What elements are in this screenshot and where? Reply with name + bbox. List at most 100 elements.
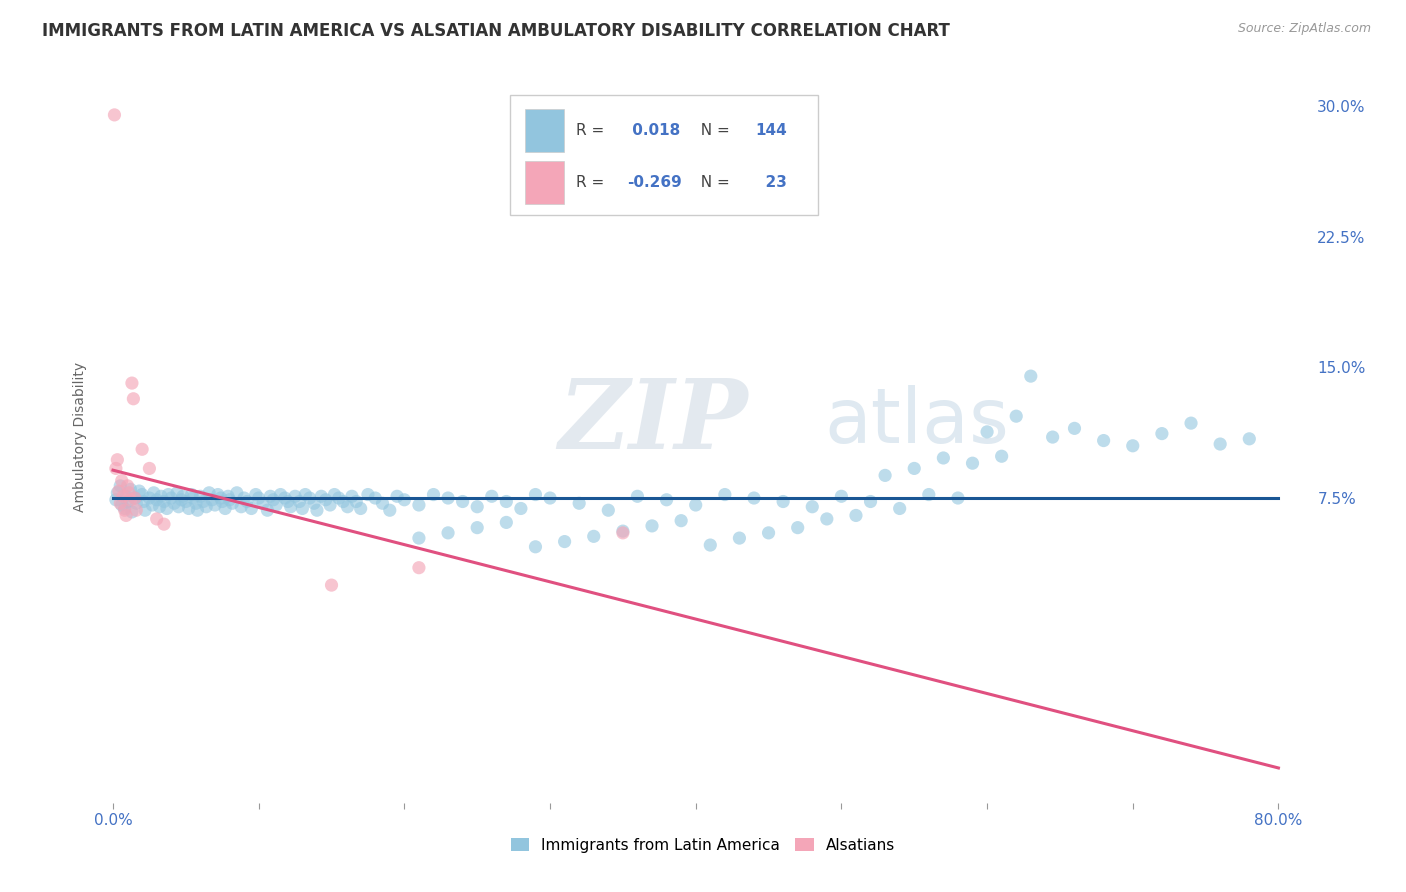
Point xyxy=(124,491,146,505)
Point xyxy=(284,489,307,503)
Point xyxy=(357,487,380,501)
Text: R =: R = xyxy=(576,175,609,190)
Point xyxy=(962,456,984,470)
Point xyxy=(110,496,132,510)
Point xyxy=(193,494,215,508)
Point xyxy=(408,560,430,574)
Point xyxy=(903,461,925,475)
Point xyxy=(451,494,474,508)
Point xyxy=(714,487,737,501)
Point xyxy=(163,496,186,510)
Point xyxy=(655,492,678,507)
Point xyxy=(166,485,188,500)
Point xyxy=(1063,421,1085,435)
Point xyxy=(138,491,160,505)
Point xyxy=(1180,416,1202,430)
Point xyxy=(288,494,311,508)
Point xyxy=(245,487,267,501)
Text: Source: ZipAtlas.com: Source: ZipAtlas.com xyxy=(1237,22,1371,36)
Point xyxy=(157,487,180,501)
Point xyxy=(612,525,634,540)
Point xyxy=(1209,437,1232,451)
Point xyxy=(153,494,176,508)
Point xyxy=(437,525,460,540)
Point xyxy=(319,498,342,512)
Point xyxy=(231,500,253,514)
Point xyxy=(328,491,350,505)
Point xyxy=(1019,369,1042,384)
Point xyxy=(669,514,692,528)
Point xyxy=(1150,426,1173,441)
Point xyxy=(167,500,190,514)
Text: N =: N = xyxy=(690,123,734,137)
Point xyxy=(262,492,284,507)
Point xyxy=(772,494,794,508)
Point xyxy=(378,503,401,517)
Text: 23: 23 xyxy=(755,175,787,190)
Point xyxy=(186,503,208,517)
Point xyxy=(124,491,146,505)
Point xyxy=(104,492,127,507)
Point xyxy=(128,484,150,499)
Point xyxy=(201,492,224,507)
Point xyxy=(221,496,243,510)
Point xyxy=(122,392,145,406)
Point xyxy=(815,512,838,526)
Point xyxy=(332,494,354,508)
Point xyxy=(111,474,134,488)
Point xyxy=(315,492,337,507)
Point xyxy=(946,491,969,505)
Legend: Immigrants from Latin America, Alsatians: Immigrants from Latin America, Alsatians xyxy=(506,833,900,857)
Point xyxy=(394,492,416,507)
Point xyxy=(111,498,134,512)
Point xyxy=(495,494,517,508)
Point xyxy=(408,498,430,512)
Point xyxy=(728,531,751,545)
Point xyxy=(141,498,163,512)
Point xyxy=(280,500,302,514)
Point xyxy=(132,494,155,508)
Point xyxy=(302,496,325,510)
FancyBboxPatch shape xyxy=(526,161,564,204)
Point xyxy=(641,519,664,533)
Point xyxy=(437,491,460,505)
Point xyxy=(371,496,394,510)
Point xyxy=(626,489,648,503)
Point xyxy=(153,517,176,532)
Point xyxy=(184,496,207,510)
Point xyxy=(758,525,780,540)
Point xyxy=(568,496,591,510)
Point xyxy=(115,508,138,523)
Point xyxy=(699,538,721,552)
Point xyxy=(105,485,128,500)
Text: IMMIGRANTS FROM LATIN AMERICA VS ALSATIAN AMBULATORY DISABILITY CORRELATION CHAR: IMMIGRANTS FROM LATIN AMERICA VS ALSATIA… xyxy=(42,22,950,40)
Point xyxy=(218,492,240,507)
Point xyxy=(204,498,226,512)
Point xyxy=(180,487,202,501)
Text: R =: R = xyxy=(576,123,609,137)
Point xyxy=(598,503,620,517)
Point xyxy=(259,489,281,503)
Point xyxy=(321,578,343,592)
Point xyxy=(177,501,200,516)
Point xyxy=(103,108,125,122)
Point xyxy=(465,500,488,514)
Point xyxy=(172,489,194,503)
Point xyxy=(350,501,373,516)
Point xyxy=(211,494,233,508)
Point xyxy=(131,442,153,457)
Point xyxy=(145,512,167,526)
Point xyxy=(117,494,139,508)
Point xyxy=(340,489,363,503)
Point xyxy=(115,489,138,503)
Point xyxy=(1092,434,1115,448)
Point xyxy=(932,450,955,465)
Point xyxy=(114,503,136,517)
Point xyxy=(538,491,561,505)
FancyBboxPatch shape xyxy=(526,109,564,152)
Point xyxy=(524,487,547,501)
Point xyxy=(918,487,941,501)
Point xyxy=(311,489,333,503)
Point xyxy=(105,452,128,467)
Point xyxy=(298,491,321,505)
